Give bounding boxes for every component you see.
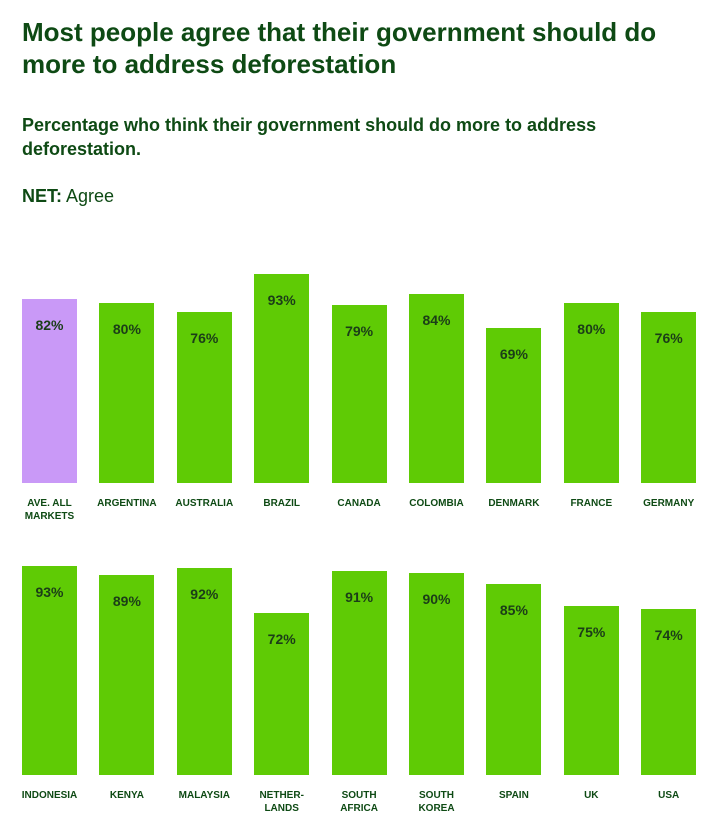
value-label: 74% [654,626,683,643]
value-label: 90% [422,590,451,607]
bar [409,572,464,775]
net: NET: Agree [22,186,114,207]
category-label: SOUTH KOREA [418,790,455,814]
value-label: 72% [267,631,296,648]
category-label: AVE. ALL MARKETS [24,498,75,522]
bar [176,568,232,775]
value-label: 80% [112,321,141,338]
bar [641,312,697,483]
category-label: NETHER- LANDS [259,790,304,814]
subtitle: Percentage who think their government sh… [22,115,597,159]
bar [22,298,77,483]
value-label: 75% [577,624,606,641]
bar [176,312,232,483]
bar [331,305,387,483]
value-label: 85% [499,602,528,618]
bar [254,613,310,775]
value-label: 76% [654,330,683,347]
category-label: USA [658,790,680,801]
category-label: MALAYSIA [178,790,230,801]
value-label: 93% [35,584,64,601]
value-label: 79% [345,323,374,340]
category-label: INDONESIA [21,790,78,801]
value-label: 69% [499,345,528,362]
category-label: SPAIN [498,790,529,801]
category-label: AUSTRALIA [175,498,234,509]
bar [563,303,619,483]
value-label: 93% [267,292,296,309]
bar [563,606,619,775]
value-label: 82% [35,316,64,333]
bar [22,566,77,775]
category-label: KENYA [109,790,144,801]
bar [409,294,464,483]
category-label: UK [584,790,599,801]
category-label: CANADA [337,498,381,509]
bar [331,570,387,775]
bar [486,327,542,483]
category-label: ARGENTINA [97,498,157,509]
value-label: 80% [577,321,606,338]
category-label: SOUTH AFRICA [340,790,378,814]
value-label: 91% [345,588,374,605]
value-label: 89% [112,593,141,610]
bar [99,575,155,775]
category-label: DENMARK [488,498,540,509]
category-label: BRAZIL [263,498,301,509]
category-label: FRANCE [570,498,613,509]
net-value: Agree [66,186,115,206]
value-label: 92% [190,586,219,603]
bar [99,303,155,483]
value-label: 84% [422,312,451,329]
category-label: COLOMBIA [409,498,464,509]
category-label: GERMANY [643,498,695,509]
title: Most people agree that their government … [22,17,657,79]
bar [254,274,310,483]
bar [641,608,697,775]
bar [486,584,542,775]
value-label: 76% [190,330,219,347]
net-label: NET: [22,186,62,206]
